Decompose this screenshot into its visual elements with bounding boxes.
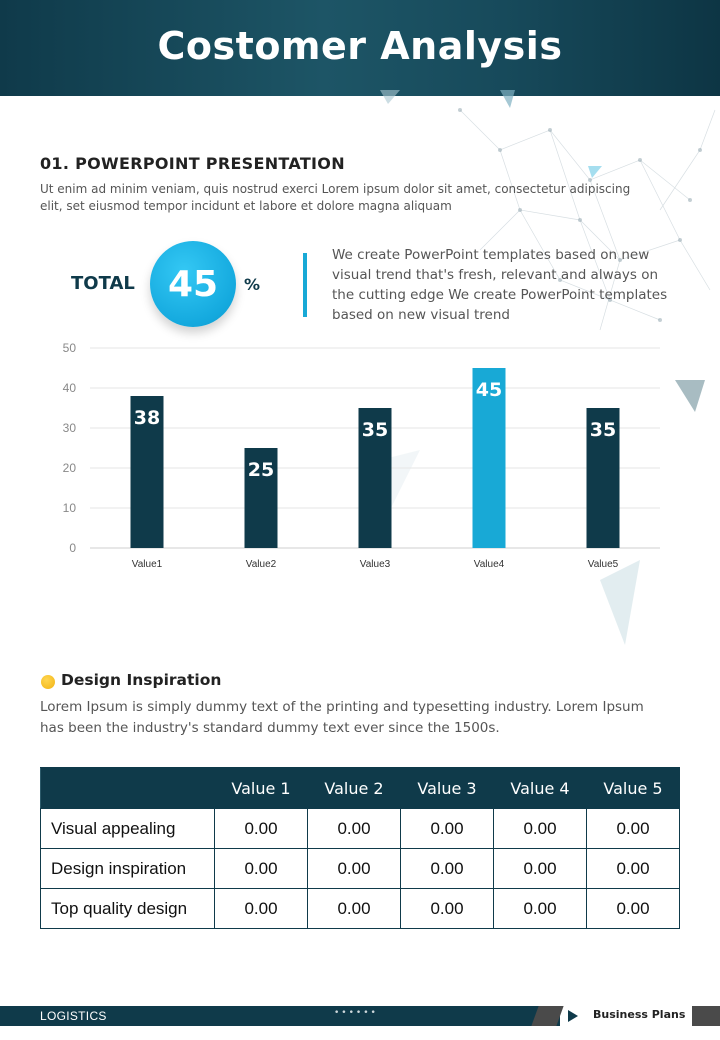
- value-table: Value 1 Value 2 Value 3 Value 4 Value 5 …: [40, 767, 680, 929]
- bar: [358, 408, 392, 548]
- bar-data-label: 38: [134, 407, 160, 429]
- total-description: We create PowerPoint templates based on …: [332, 247, 668, 323]
- x-tick-label: Value2: [246, 559, 277, 570]
- page-title: Costomer Analysis: [157, 24, 563, 68]
- table-cell: 0.00: [400, 888, 494, 929]
- table-header-cell: [40, 767, 215, 809]
- table-cell: 0.00: [493, 848, 587, 889]
- total-label: TOTAL: [71, 273, 135, 294]
- table-header-cell: Value 2: [307, 767, 401, 809]
- table-header-cell: Value 1: [214, 767, 308, 809]
- bar-data-label: 45: [476, 379, 502, 401]
- x-tick-label: Value4: [474, 559, 505, 570]
- table-cell: 0.00: [400, 848, 494, 889]
- footer-left-text: LOGISTICS: [40, 1009, 107, 1023]
- total-unit: %: [244, 275, 261, 294]
- table-row: Design inspiration 0.00 0.00 0.00 0.00 0…: [40, 848, 680, 889]
- table-row-label: Top quality design: [40, 888, 215, 929]
- table-header-cell: Value 4: [493, 767, 587, 809]
- y-tick-label: 50: [63, 341, 77, 355]
- y-tick-label: 40: [63, 381, 77, 395]
- bar-data-label: 35: [590, 419, 616, 441]
- x-tick-label: Value3: [360, 559, 391, 570]
- bar: [130, 396, 164, 548]
- table-header-cell: Value 3: [400, 767, 494, 809]
- bar: [586, 408, 620, 548]
- total-value: 45: [167, 263, 219, 305]
- design-title: Design Inspiration: [61, 671, 222, 689]
- table-header-cell: Value 5: [586, 767, 680, 809]
- table-cell: 0.00: [586, 888, 680, 929]
- y-tick-label: 20: [63, 461, 77, 475]
- table-row-label: Visual appealing: [40, 808, 215, 849]
- table-cell: 0.00: [214, 808, 308, 849]
- table-cell: 0.00: [400, 808, 494, 849]
- footer-block: [692, 1006, 720, 1026]
- table-cell: 0.00: [214, 848, 308, 889]
- table-row: Top quality design 0.00 0.00 0.00 0.00 0…: [40, 888, 680, 929]
- y-tick-label: 0: [69, 541, 76, 555]
- bullet-icon: [41, 675, 55, 689]
- bar: [472, 368, 506, 548]
- table-header-row: Value 1 Value 2 Value 3 Value 4 Value 5: [40, 767, 680, 809]
- section-description: Ut enim ad minim veniam, quis nostrud ex…: [40, 182, 631, 213]
- footer-bar: [0, 1006, 560, 1026]
- y-tick-label: 30: [63, 421, 77, 435]
- footer-right-text: Business Plans: [593, 1008, 686, 1021]
- total-circle: 45: [150, 241, 236, 327]
- bar-data-label: 35: [362, 419, 388, 441]
- table-cell: 0.00: [493, 808, 587, 849]
- table-cell: 0.00: [307, 848, 401, 889]
- bar-data-label: 25: [248, 459, 274, 481]
- table-cell: 0.00: [493, 888, 587, 929]
- table-row: Visual appealing 0.00 0.00 0.00 0.00 0.0…: [40, 808, 680, 849]
- total-divider: [303, 253, 307, 317]
- bar: [244, 448, 278, 548]
- x-tick-label: Value1: [132, 559, 163, 570]
- table-cell: 0.00: [214, 888, 308, 929]
- table-row-label: Design inspiration: [40, 848, 215, 889]
- table-cell: 0.00: [307, 888, 401, 929]
- bar-chart: 0 10 20 30 40 50 38 Value1 25 Value2 35 Value3 45 Val…: [63, 341, 660, 570]
- table-cell: 0.00: [586, 808, 680, 849]
- play-arrow-icon: [568, 1010, 578, 1022]
- design-description: Lorem Ipsum is simply dummy text of the …: [40, 699, 644, 736]
- y-tick-label: 10: [63, 501, 77, 515]
- header-banner: Costomer Analysis: [0, 0, 720, 96]
- table-cell: 0.00: [586, 848, 680, 889]
- x-tick-label: Value5: [588, 559, 619, 570]
- section-title: 01. POWERPOINT PRESENTATION: [40, 154, 345, 173]
- table-cell: 0.00: [307, 808, 401, 849]
- footer-dots: ••••••: [334, 1008, 378, 1018]
